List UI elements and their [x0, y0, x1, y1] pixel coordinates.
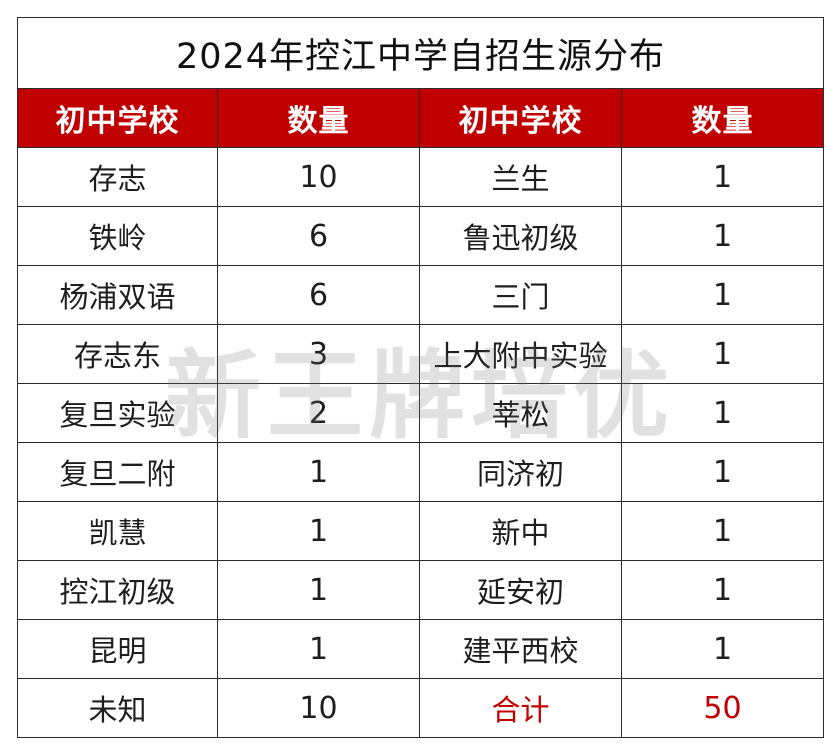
count-cell: 1	[620, 147, 825, 207]
count-cell: 6	[217, 265, 420, 325]
table-row: 复旦二附 1 同济初 1	[17, 442, 825, 502]
table-row: 控江初级 1 延安初 1	[17, 560, 825, 620]
title-row: 2024年控江中学自招生源分布	[16, 17, 825, 89]
school-cell: 复旦实验	[17, 383, 218, 443]
table-row: 存志东 3 上大附中实验 1	[17, 324, 825, 384]
table-row: 存志 10 兰生 1	[17, 147, 825, 207]
count-cell: 1	[620, 442, 825, 502]
table-row: 未知 10 合计 50	[17, 678, 825, 738]
school-cell: 莘松	[419, 383, 622, 443]
header-count-left: 数量	[217, 88, 420, 148]
count-cell: 1	[620, 265, 825, 325]
school-cell: 新中	[419, 501, 622, 561]
school-cell: 兰生	[419, 147, 622, 207]
school-cell: 存志	[17, 147, 218, 207]
distribution-sheet: 2024年控江中学自招生源分布 初中学校 数量 初中学校 数量 存志 10 兰生…	[16, 17, 825, 738]
count-cell: 6	[217, 206, 420, 266]
count-cell: 10	[217, 678, 420, 738]
school-cell: 未知	[17, 678, 218, 738]
school-cell: 鲁迅初级	[419, 206, 622, 266]
count-cell: 1	[620, 560, 825, 620]
total-count: 50	[620, 678, 825, 738]
header-count-right: 数量	[620, 88, 825, 148]
count-cell: 1	[217, 442, 420, 502]
school-cell: 昆明	[17, 619, 218, 679]
count-cell: 2	[217, 383, 420, 443]
header-school-right: 初中学校	[419, 88, 622, 148]
count-cell: 1	[620, 619, 825, 679]
count-cell: 1	[620, 206, 825, 266]
distribution-table: 2024年控江中学自招生源分布 初中学校 数量 初中学校 数量 存志 10 兰生…	[16, 17, 825, 738]
count-cell: 1	[217, 501, 420, 561]
count-cell: 1	[620, 324, 825, 384]
school-cell: 同济初	[419, 442, 622, 502]
count-cell: 3	[217, 324, 420, 384]
school-cell: 铁岭	[17, 206, 218, 266]
school-cell: 三门	[419, 265, 622, 325]
header-school-left: 初中学校	[17, 88, 218, 148]
school-cell: 上大附中实验	[419, 324, 622, 384]
table-row: 复旦实验 2 莘松 1	[17, 383, 825, 443]
school-cell: 延安初	[419, 560, 622, 620]
count-cell: 10	[217, 147, 420, 207]
school-cell: 杨浦双语	[17, 265, 218, 325]
school-cell: 凯慧	[17, 501, 218, 561]
header-row: 初中学校 数量 初中学校 数量	[17, 88, 825, 148]
count-cell: 1	[217, 560, 420, 620]
count-cell: 1	[217, 619, 420, 679]
count-cell: 1	[620, 501, 825, 561]
total-label: 合计	[419, 678, 622, 738]
table-row: 凯慧 1 新中 1	[17, 501, 825, 561]
table-row: 杨浦双语 6 三门 1	[17, 265, 825, 325]
table-title: 2024年控江中学自招生源分布	[16, 17, 825, 89]
school-cell: 存志东	[17, 324, 218, 384]
table-row: 铁岭 6 鲁迅初级 1	[17, 206, 825, 266]
school-cell: 控江初级	[17, 560, 218, 620]
table-row: 昆明 1 建平西校 1	[17, 619, 825, 679]
count-cell: 1	[620, 383, 825, 443]
school-cell: 建平西校	[419, 619, 622, 679]
school-cell: 复旦二附	[17, 442, 218, 502]
